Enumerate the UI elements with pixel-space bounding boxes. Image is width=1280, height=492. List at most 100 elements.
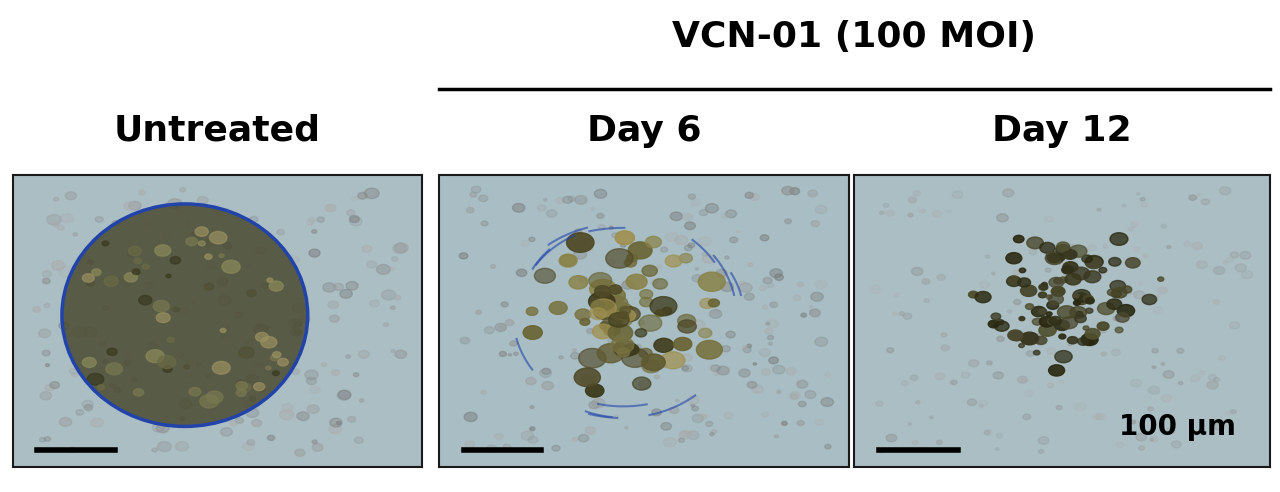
Circle shape: [132, 269, 140, 275]
Circle shape: [751, 385, 763, 393]
Circle shape: [1046, 252, 1064, 265]
Circle shape: [1171, 441, 1181, 448]
Circle shape: [782, 186, 794, 195]
Circle shape: [261, 337, 266, 340]
Circle shape: [1082, 334, 1098, 345]
Circle shape: [876, 401, 883, 406]
Circle shape: [330, 418, 342, 427]
Circle shape: [1167, 246, 1171, 248]
Circle shape: [268, 278, 273, 282]
Circle shape: [662, 308, 672, 314]
Circle shape: [575, 195, 588, 204]
Circle shape: [605, 296, 628, 311]
Circle shape: [1068, 337, 1078, 344]
Circle shape: [1138, 446, 1144, 450]
Circle shape: [1085, 329, 1100, 339]
Circle shape: [145, 221, 151, 227]
Circle shape: [618, 311, 628, 319]
Circle shape: [346, 355, 351, 358]
Circle shape: [460, 253, 467, 259]
Circle shape: [1039, 316, 1055, 327]
Circle shape: [1148, 407, 1153, 411]
Circle shape: [1138, 281, 1143, 284]
Circle shape: [72, 373, 77, 377]
Circle shape: [794, 295, 801, 301]
Circle shape: [289, 318, 302, 328]
Circle shape: [886, 210, 895, 216]
Circle shape: [157, 355, 175, 369]
Circle shape: [1161, 224, 1166, 228]
Circle shape: [124, 273, 137, 282]
Circle shape: [568, 196, 575, 201]
Circle shape: [724, 256, 730, 259]
Circle shape: [308, 249, 320, 257]
Circle shape: [730, 237, 737, 243]
Circle shape: [1151, 436, 1158, 442]
Circle shape: [1074, 301, 1080, 306]
Circle shape: [173, 307, 179, 312]
Circle shape: [904, 313, 911, 319]
Circle shape: [801, 313, 806, 317]
Circle shape: [236, 380, 246, 387]
Circle shape: [87, 260, 93, 264]
Circle shape: [157, 357, 164, 362]
Circle shape: [934, 373, 945, 380]
Circle shape: [146, 350, 164, 363]
Circle shape: [1100, 329, 1106, 333]
Circle shape: [988, 320, 998, 328]
Circle shape: [1007, 310, 1011, 313]
Circle shape: [1143, 254, 1148, 258]
Circle shape: [42, 278, 50, 284]
Circle shape: [579, 348, 605, 368]
Circle shape: [625, 427, 628, 429]
Circle shape: [782, 421, 787, 425]
Circle shape: [575, 309, 591, 320]
Circle shape: [590, 308, 607, 320]
Circle shape: [266, 366, 271, 370]
Circle shape: [682, 354, 692, 361]
Circle shape: [1152, 348, 1158, 353]
Circle shape: [163, 232, 170, 238]
Circle shape: [1025, 304, 1033, 309]
Circle shape: [689, 194, 695, 199]
Circle shape: [1135, 433, 1147, 441]
Circle shape: [526, 307, 538, 315]
Circle shape: [1038, 450, 1043, 453]
Circle shape: [616, 343, 625, 350]
Circle shape: [1107, 299, 1121, 309]
Circle shape: [221, 260, 241, 273]
Circle shape: [543, 199, 547, 201]
Circle shape: [620, 307, 631, 314]
Circle shape: [1020, 285, 1037, 297]
Circle shape: [1115, 327, 1123, 333]
Circle shape: [1014, 300, 1021, 305]
Circle shape: [796, 380, 808, 388]
Circle shape: [1124, 295, 1128, 297]
Circle shape: [1018, 278, 1030, 287]
Circle shape: [242, 400, 255, 409]
Circle shape: [116, 277, 123, 281]
Circle shape: [1019, 316, 1025, 321]
Circle shape: [508, 354, 512, 356]
Circle shape: [1103, 245, 1107, 248]
Circle shape: [682, 214, 692, 220]
Circle shape: [1121, 204, 1126, 207]
Circle shape: [1219, 356, 1225, 361]
Circle shape: [1197, 194, 1201, 196]
Circle shape: [745, 293, 754, 300]
Circle shape: [1052, 258, 1060, 263]
Circle shape: [250, 216, 259, 222]
Circle shape: [133, 389, 143, 396]
Circle shape: [1012, 270, 1020, 275]
Circle shape: [1071, 267, 1089, 280]
Circle shape: [696, 340, 722, 359]
Circle shape: [701, 252, 708, 256]
Circle shape: [156, 313, 170, 323]
Circle shape: [516, 269, 527, 277]
Circle shape: [129, 201, 141, 210]
Circle shape: [748, 263, 753, 267]
Circle shape: [797, 421, 804, 426]
Circle shape: [186, 222, 191, 226]
Circle shape: [282, 403, 293, 412]
Circle shape: [692, 414, 704, 423]
